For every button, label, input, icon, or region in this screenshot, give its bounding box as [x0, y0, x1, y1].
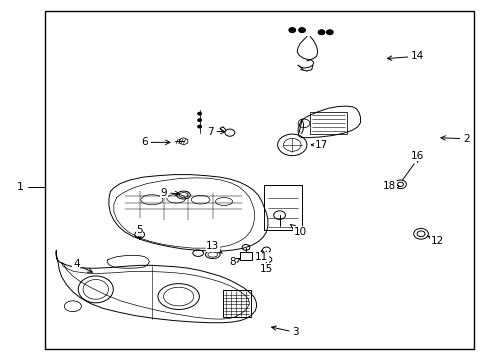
Text: 13: 13 [206, 241, 222, 253]
Text: 9: 9 [161, 188, 179, 198]
Text: 16: 16 [410, 150, 424, 162]
Text: 11: 11 [254, 251, 267, 262]
Circle shape [138, 233, 142, 236]
Circle shape [197, 125, 201, 128]
Circle shape [197, 112, 201, 115]
Text: 14: 14 [386, 51, 424, 61]
Text: 7: 7 [206, 127, 224, 136]
Circle shape [318, 30, 325, 35]
Text: 5: 5 [136, 225, 142, 239]
Bar [44, 12, 473, 348]
Text: 3: 3 [271, 326, 298, 337]
Text: 1: 1 [17, 182, 23, 192]
Text: 18: 18 [383, 181, 399, 192]
Circle shape [197, 119, 201, 122]
Bar [310, 112, 346, 134]
Text: 12: 12 [427, 236, 443, 246]
Text: 17: 17 [310, 140, 327, 150]
Circle shape [326, 30, 332, 35]
Circle shape [298, 28, 305, 33]
Bar [222, 290, 250, 317]
Bar [239, 252, 252, 260]
Text: 10: 10 [290, 225, 306, 237]
Text: 6: 6 [141, 138, 170, 147]
Text: 15: 15 [259, 263, 272, 274]
Text: 8: 8 [228, 257, 240, 267]
Text: 2: 2 [440, 134, 468, 144]
Circle shape [288, 28, 295, 33]
Text: 4: 4 [73, 259, 92, 272]
